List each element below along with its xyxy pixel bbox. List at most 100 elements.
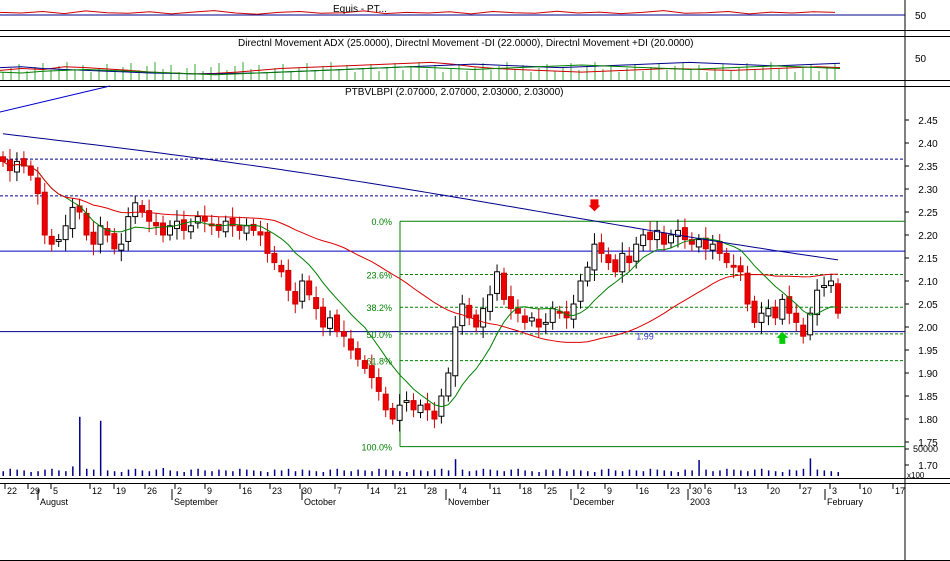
price-title: PTBVLBPI (2.07000, 2.07000, 2.03000, 2.0… (345, 87, 564, 98)
volume-bar (628, 469, 631, 476)
volume-bar (287, 468, 290, 476)
volume-bar (190, 469, 192, 476)
y-tick-label: 2.00 (918, 323, 938, 334)
volume-bar (503, 471, 505, 476)
candle-body (243, 225, 250, 234)
volume-bar (162, 468, 165, 476)
candle-body (132, 202, 139, 218)
volume-bar (364, 470, 366, 476)
candle-body (716, 240, 723, 254)
volume-bar (740, 470, 742, 476)
candle-body (90, 231, 97, 245)
volume-bar (774, 471, 777, 476)
candle-body (160, 222, 167, 236)
candle-body (264, 231, 271, 254)
candle-body (111, 233, 118, 250)
candle-body (187, 225, 194, 233)
date-tick-label: 23 (272, 486, 282, 496)
volume-bar (468, 471, 471, 476)
series-line (0, 64, 841, 76)
series-line (0, 10, 836, 15)
volume-bar (614, 470, 617, 476)
volume-bar (524, 470, 526, 476)
volume-bar (816, 469, 819, 476)
fib-level-label: 61.8% (366, 357, 392, 367)
volume-bar (705, 469, 707, 476)
volume-bar (308, 470, 311, 476)
volume-bar (573, 469, 575, 476)
volume-bar (559, 468, 561, 476)
volume-bar (635, 470, 638, 476)
volume-bar (343, 470, 345, 476)
date-tick-label: 18 (522, 486, 532, 496)
candle-body (285, 269, 292, 291)
date-tick-label: 26 (147, 486, 157, 496)
volume-bar (649, 468, 652, 476)
volume-bar (211, 471, 213, 476)
volume-bar (461, 469, 464, 476)
volume-bar (496, 470, 499, 476)
candle-body (584, 266, 591, 282)
candle-body (361, 360, 368, 369)
candle-body (271, 252, 278, 264)
volume-bar (378, 468, 380, 476)
date-tick-label: 16 (242, 486, 252, 496)
candle-body (668, 234, 674, 244)
candle-body (598, 242, 605, 254)
candle-body (494, 271, 501, 294)
volume-bar (580, 470, 582, 476)
volume-bar (44, 469, 46, 476)
volume-bar (475, 470, 478, 476)
candle-body (194, 216, 201, 224)
y-tick-label: 1.70 (918, 461, 938, 472)
volume-bar (51, 468, 53, 476)
trend-line (0, 85, 111, 113)
date-tick-label: 20 (770, 486, 780, 496)
candle-body (772, 306, 779, 319)
volume-bar (9, 468, 11, 476)
date-tick-label: 9 (207, 486, 212, 496)
candle-body (577, 280, 584, 302)
date-tick-label: 6 (707, 486, 712, 496)
candle-body (549, 308, 556, 323)
fib-level-label: 0.0% (371, 217, 392, 227)
candle-body (76, 205, 83, 213)
candle-body (104, 228, 111, 236)
y-tick-label: 1.80 (918, 415, 938, 426)
candle-body (396, 404, 403, 421)
volume-bar (86, 468, 88, 476)
y-tick-label: 1.90 (918, 369, 938, 380)
date-tick-label: 22 (7, 486, 17, 496)
volume-bar (329, 469, 332, 476)
y-tick-label: 2.05 (918, 300, 938, 311)
volume-bar (357, 469, 359, 476)
y-tick-label: 1.85 (918, 392, 938, 403)
volume-bar (37, 471, 39, 476)
buy-arrow-icon (776, 331, 789, 344)
directional-movement-title: Directnl Movement ADX (25.0000), Directn… (238, 38, 693, 49)
candle-body (69, 206, 76, 230)
y-tick-label: 2.35 (918, 162, 938, 173)
candle-body (313, 297, 320, 310)
volume-bar (788, 469, 791, 476)
candle-body (278, 264, 285, 273)
date-tick-label: 19 (116, 486, 126, 496)
volume-bar (169, 470, 171, 476)
candle-body (765, 308, 772, 317)
candle-body (633, 243, 640, 262)
candle-body (751, 300, 758, 323)
volume-bar (225, 470, 227, 476)
volume-bar (447, 470, 450, 476)
candle-body (354, 348, 361, 360)
candle-body (201, 216, 208, 222)
candle-body (27, 165, 34, 176)
y-tick-label: 1.75 (918, 438, 938, 449)
candle-body (535, 318, 542, 328)
volume-bar (399, 471, 401, 476)
volume-bar (656, 469, 659, 476)
volume-bar (120, 472, 123, 476)
volume-bar (79, 416, 81, 476)
volume-bar (371, 471, 373, 476)
candle-body (570, 303, 577, 320)
candle-body (292, 291, 299, 305)
